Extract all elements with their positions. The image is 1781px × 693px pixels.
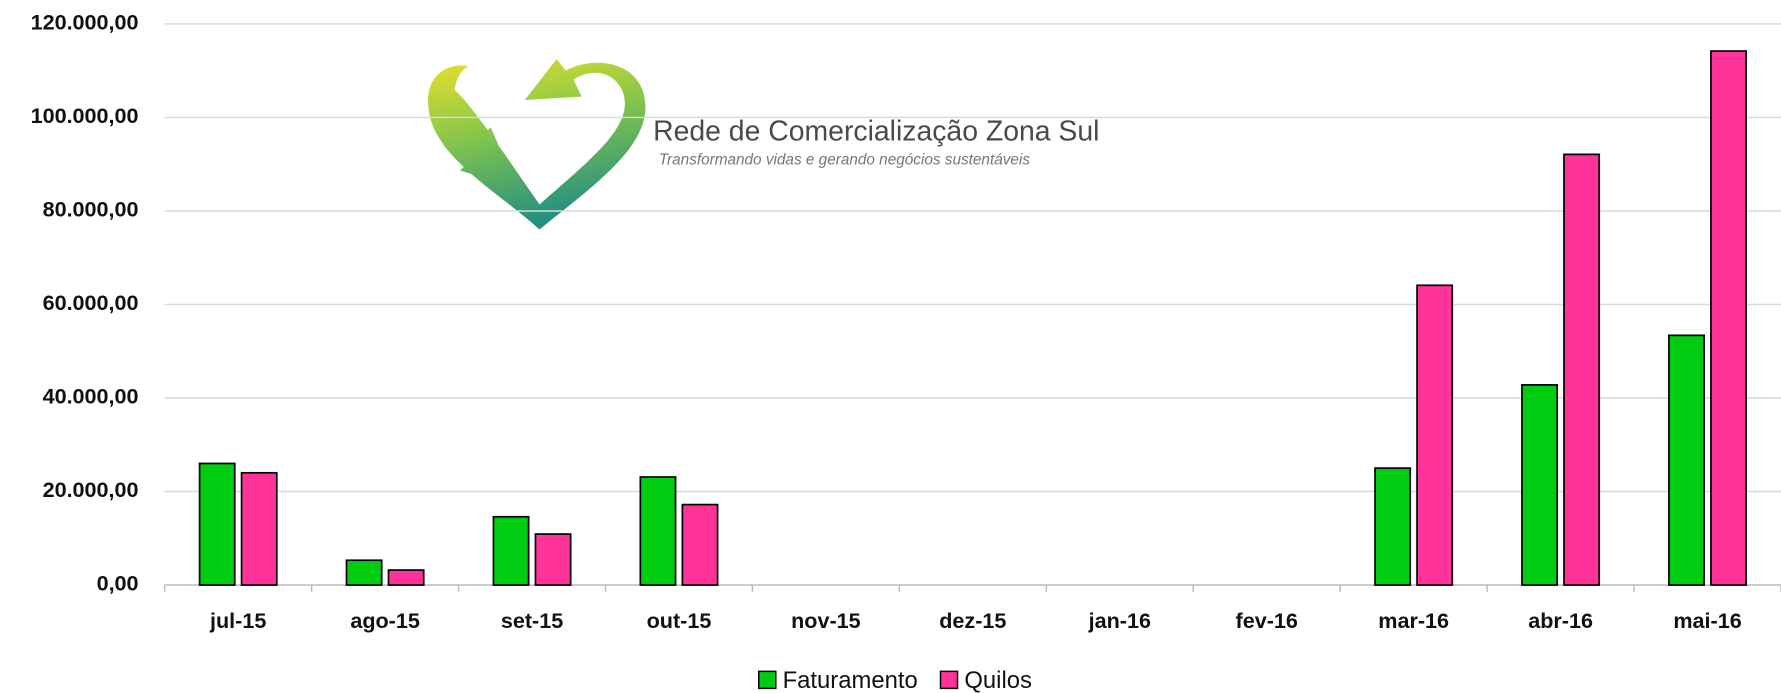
y-tick-label: 40.000,00 (43, 384, 139, 409)
bar (198, 462, 236, 586)
y-tick-label: 20.000,00 (43, 477, 139, 502)
x-tick-label: mar-16 (1378, 608, 1449, 633)
y-tick-label: 100.000,00 (31, 103, 139, 128)
x-tick-label: fev-16 (1236, 608, 1298, 633)
legend-swatch (939, 670, 959, 690)
bar (387, 569, 425, 586)
bar (534, 533, 572, 586)
x-tick-label: mai-16 (1673, 608, 1741, 633)
x-tick-label: abr-16 (1528, 608, 1593, 633)
bar (345, 559, 383, 586)
x-tick-label: jul-15 (209, 608, 266, 633)
legend-label: Faturamento (783, 667, 918, 693)
logo-heart (428, 59, 646, 230)
legend-swatch (758, 670, 777, 690)
x-tick-label: ago-15 (350, 608, 420, 633)
bar (1563, 153, 1601, 586)
bar (1668, 334, 1705, 586)
bar (1374, 467, 1412, 586)
x-tick-label: set-15 (501, 608, 563, 633)
x-tick-label: out-15 (647, 608, 712, 633)
bar (492, 515, 530, 586)
y-tick-label: 0,00 (97, 571, 139, 596)
x-tick-label: dez-15 (939, 608, 1006, 633)
bar (1416, 284, 1454, 586)
legend-label: Quilos (964, 667, 1032, 693)
bar (1521, 384, 1559, 586)
logo (428, 59, 646, 230)
bar (1710, 50, 1748, 586)
y-tick-label: 60.000,00 (43, 290, 139, 315)
x-tick-label: jan-16 (1088, 608, 1151, 633)
bar (639, 476, 677, 586)
x-tick-label: nov-15 (791, 608, 861, 633)
y-tick-label: 80.000,00 (43, 197, 139, 222)
bar (681, 503, 719, 586)
bar (240, 471, 278, 586)
logo-subtitle: Transformando vidas e gerando negócios s… (659, 151, 1031, 168)
y-tick-label: 120.000,00 (31, 10, 139, 35)
logo-title: Rede de Comercialização Zona Sul (653, 115, 1099, 147)
